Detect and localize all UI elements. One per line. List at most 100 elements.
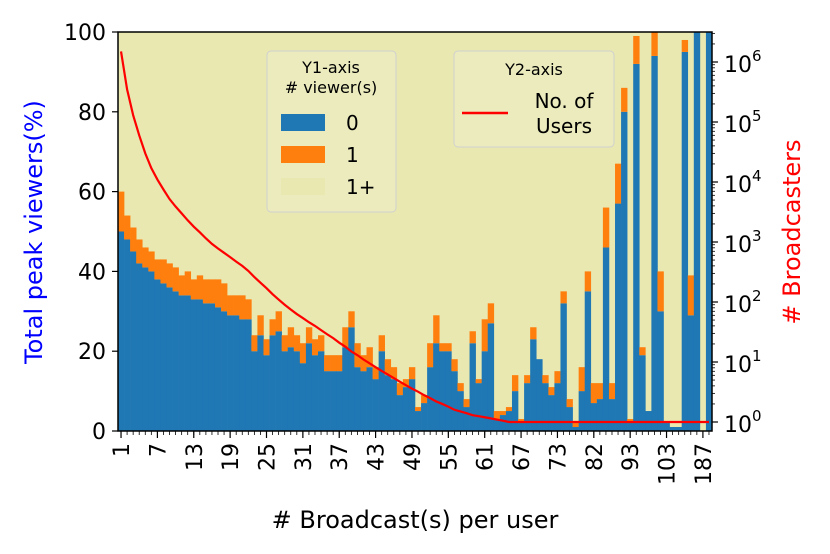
bar-segment-1 <box>511 375 519 392</box>
bar-segment-0 <box>366 367 373 431</box>
bar-segment-1 <box>487 303 495 324</box>
x-tick-label: 61 <box>474 443 499 471</box>
bar-segment-1 <box>427 343 434 368</box>
bar-segment-1 <box>336 355 343 372</box>
bar-segment-0 <box>239 319 246 431</box>
bar-segment-0 <box>657 311 664 431</box>
bar-segment-0 <box>627 423 634 431</box>
bar-segment-1 <box>172 267 179 292</box>
bar-segment-1 <box>166 263 173 288</box>
y-tick-label: 60 <box>78 181 106 206</box>
bar-segment-1 <box>293 335 301 352</box>
legend-label-0: 0 <box>346 111 359 135</box>
legend-users-label-line1: No. of <box>535 89 595 113</box>
bar-segment-1 <box>602 207 610 248</box>
legend-y2-box <box>453 50 615 148</box>
bar-segment-1 <box>348 311 355 328</box>
bar-segment-1 <box>299 343 307 364</box>
x-tick-label: 93 <box>619 443 644 471</box>
bar-segment-1 <box>221 283 228 312</box>
bar-segment-0 <box>681 51 689 431</box>
left-y-axis: 0 20 40 60 80 100 <box>64 21 118 445</box>
bar-segment-1 <box>342 327 349 348</box>
users-line-group <box>119 51 709 424</box>
right-y-axis: 100 101 102 103 104 105 106 <box>712 32 762 438</box>
bar-segment-0 <box>324 371 331 431</box>
bar-segment-0 <box>214 307 222 431</box>
bar-segment-0 <box>608 399 616 431</box>
bar-segment-0 <box>536 359 543 431</box>
y2-tick-label: 103 <box>724 227 762 258</box>
bar-segment-0 <box>596 399 604 431</box>
bar-segment-1 <box>124 215 131 240</box>
bar-segment-1 <box>493 411 501 420</box>
bar-segment-1 <box>202 279 210 304</box>
y2-tick-label: 100 <box>724 407 762 438</box>
bar-segment-1 <box>408 367 416 380</box>
bar-segment-0 <box>487 323 495 431</box>
bar-segment-0 <box>439 351 446 431</box>
bar-segment-1 <box>142 247 149 268</box>
bar-segment-1 <box>372 367 379 380</box>
x-tick-label: 49 <box>401 443 426 471</box>
bar-segment-1 <box>445 343 452 352</box>
bar-segment-1 <box>451 359 458 372</box>
bar-segment-1 <box>651 32 658 56</box>
bar-segment-1 <box>687 275 695 316</box>
bar-segment-0 <box>354 367 361 431</box>
bar-segment-0 <box>669 427 676 431</box>
legend-label-1plus: 1+ <box>346 175 375 199</box>
bar-segment-0 <box>221 311 228 431</box>
bar-segment-0 <box>299 363 307 431</box>
bar-segment-1 <box>136 239 143 264</box>
bar-segment-0 <box>287 347 295 431</box>
bar-segment-1 <box>281 335 289 352</box>
bar-segment-0 <box>148 271 155 431</box>
x-tick-label: 31 <box>292 443 317 471</box>
x-tick-label: 82 <box>583 443 608 471</box>
bar-segment-1 <box>481 319 489 352</box>
bar-segment-1 <box>366 347 373 368</box>
bar-segment-1 <box>633 35 640 64</box>
bar-segment-0 <box>463 407 470 431</box>
bar-segment-1 <box>548 387 555 396</box>
x-tick-label: 7 <box>146 443 171 457</box>
bar-segment-0 <box>530 339 537 431</box>
bar-segment-0 <box>518 423 525 431</box>
bar-segment-1 <box>378 335 385 352</box>
x-tick-label: 73 <box>546 443 571 471</box>
bar-segment-0 <box>639 355 646 431</box>
bar-segment-0 <box>693 32 701 431</box>
bar-segment-0 <box>118 231 125 431</box>
bar-segment-1 <box>524 375 531 384</box>
bar-segment-0 <box>275 331 282 431</box>
bar-segment-0 <box>245 319 252 431</box>
bar-segment-0 <box>160 283 167 431</box>
bar-segment-0 <box>136 263 143 431</box>
bar-segment-0 <box>590 403 598 431</box>
bar-segment-0 <box>651 55 658 431</box>
bar-segment-0 <box>421 403 428 431</box>
bar-segment-0 <box>251 351 258 431</box>
bar-segment-0 <box>178 295 185 431</box>
right-y-axis-label: # Broadcasters <box>778 139 806 324</box>
x-tick-label: 187 <box>692 443 717 485</box>
bar-segment-0 <box>318 351 325 431</box>
bar-segment-1 <box>402 379 410 388</box>
bar-segment-0 <box>172 291 179 431</box>
bar-segment-1 <box>360 355 367 372</box>
bar-segment-1 <box>257 315 264 336</box>
bar-segment-0 <box>566 407 573 431</box>
x-tick-label: 13 <box>183 443 208 471</box>
bar-segment-0 <box>263 355 270 431</box>
bar-segment-0 <box>269 335 276 431</box>
x-tick-label: 55 <box>437 443 462 471</box>
bar-segment-1 <box>275 311 282 332</box>
y2-tick-label: 102 <box>724 287 762 318</box>
bar-segment-0 <box>524 383 531 431</box>
x-tick-label: 67 <box>510 443 535 471</box>
bar-segment-1 <box>433 315 440 344</box>
y2-tick-label: 104 <box>724 167 762 198</box>
bar-segment-0 <box>202 303 210 431</box>
